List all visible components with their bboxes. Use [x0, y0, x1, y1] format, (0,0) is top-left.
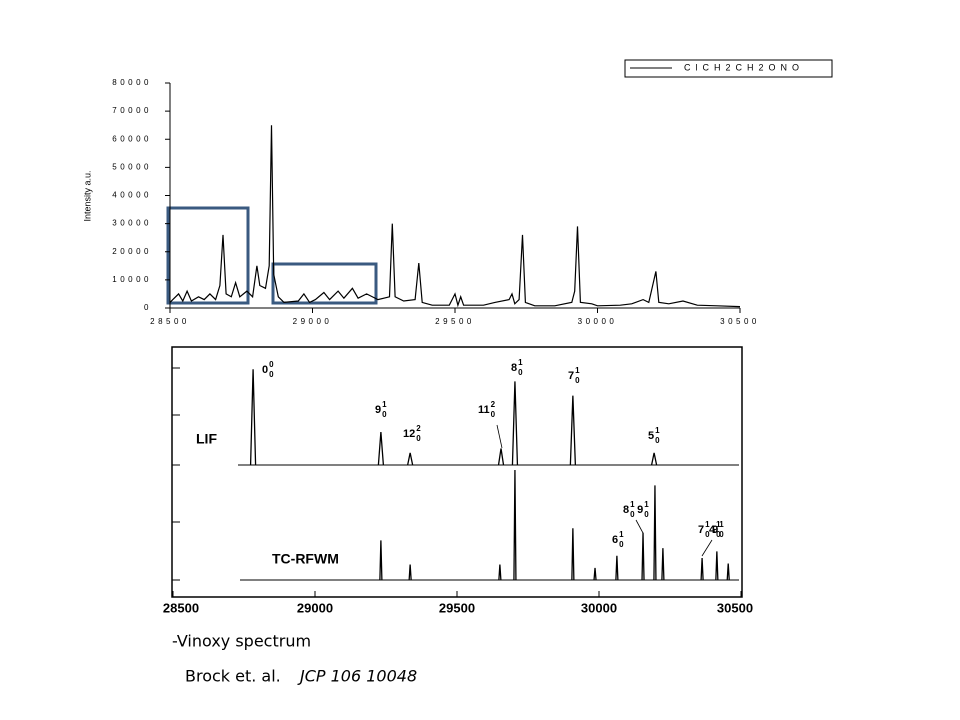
y-tick-label: 60000	[112, 134, 152, 143]
peak	[498, 564, 502, 581]
y-tick-label: 50000	[112, 162, 152, 171]
peak-label-sup: 2	[491, 400, 496, 409]
peak-label-sup: 1	[382, 400, 387, 409]
leader-line	[635, 519, 644, 534]
series-label: TC-RFWM	[272, 551, 339, 567]
peak-label: 12	[403, 428, 415, 440]
y-tick-label: 40000	[112, 191, 152, 200]
leader-line	[701, 539, 713, 557]
x-tick-label: 30500	[717, 600, 753, 615]
peak-label: 6	[612, 534, 618, 546]
peak-label-sub: 0	[491, 410, 496, 419]
peak	[653, 485, 657, 581]
peak-label-sup: 1	[630, 500, 635, 509]
frame-ticks	[172, 367, 180, 581]
peak-label-sub: 0	[619, 540, 624, 549]
peak-label-sub: 0	[644, 510, 649, 519]
highlight-box	[166, 206, 250, 305]
peak	[497, 448, 505, 466]
peak	[615, 555, 619, 581]
series-label: LIF	[196, 431, 217, 447]
peak	[650, 452, 658, 466]
x-tick-label: 30000	[581, 600, 617, 615]
peak	[661, 548, 665, 581]
peak	[593, 567, 597, 581]
peak	[511, 381, 519, 466]
peak-label-sup: 1	[719, 520, 724, 529]
peak-label-sub: 0	[416, 434, 421, 443]
x-tick-label: 28500	[150, 317, 190, 326]
x-tick-label: 29500	[435, 317, 475, 326]
peak	[408, 564, 412, 581]
peak	[726, 563, 730, 581]
peak-label: 5	[648, 430, 654, 442]
leader-line	[496, 424, 503, 449]
y-tick-label: 70000	[112, 106, 152, 115]
peak-label: 4	[709, 524, 716, 536]
peak-label-sup: 0	[269, 360, 274, 369]
x-tick-label: 29000	[297, 600, 333, 615]
spectrum-line	[169, 125, 741, 308]
peak-label: 9	[375, 404, 381, 416]
peak-label: 8	[511, 362, 517, 374]
x-tick-label: 28500	[163, 600, 199, 615]
y-tick-label: 80000	[112, 78, 152, 87]
x-tick-label: 30500	[720, 317, 760, 326]
peak-label-sup: 2	[416, 424, 421, 433]
peak-label-sub: 0	[575, 376, 580, 385]
legend-box	[624, 59, 833, 78]
y-tick-label: 20000	[112, 247, 152, 256]
peak-label-sub: 0	[719, 530, 724, 539]
peak	[377, 431, 385, 466]
peak-label-sup: 1	[575, 366, 580, 375]
y-tick-label: 10000	[112, 275, 152, 284]
peak-label: 11	[478, 404, 490, 416]
peak	[249, 369, 257, 466]
peak-label-sup: 1	[716, 520, 721, 529]
peak	[700, 557, 704, 581]
peak	[407, 452, 414, 466]
peak-label-sup: 1	[619, 530, 624, 539]
peak-label-sup: 1	[644, 500, 649, 509]
peak-label: 8	[623, 504, 629, 516]
peak-label-sup: 1	[655, 426, 660, 435]
peak-label-sub: 0	[705, 530, 710, 539]
peak-label: 7	[698, 524, 704, 536]
y-axis-label: Intensity a.u.	[82, 170, 92, 221]
peak	[571, 528, 575, 581]
peak-label-sup: 1	[518, 358, 523, 367]
x-tick-label: 30000	[578, 317, 618, 326]
peak	[569, 395, 577, 466]
peak-label: 9	[637, 504, 643, 516]
peak-label-sub: 0	[382, 410, 387, 419]
y-tick-label: 30000	[112, 219, 152, 228]
peak-label: 7	[568, 370, 574, 382]
caption-authors: Brock et. al.	[185, 667, 281, 686]
peak-label-sub: 0	[269, 370, 274, 379]
x-tick-label: 29000	[293, 317, 333, 326]
y-tick-label: 0	[144, 303, 152, 312]
peak-label-sub: 0	[518, 368, 523, 377]
peak	[715, 551, 719, 581]
highlight-box	[271, 262, 378, 305]
legend-label: ClCH2CH2ONO	[684, 62, 804, 72]
peak	[379, 540, 383, 581]
peak-label: 0	[262, 364, 268, 376]
peak-label-sub: 0	[630, 510, 635, 519]
peak	[513, 469, 517, 581]
peak-label: 9	[712, 524, 718, 536]
caption-title: -Vinoxy spectrum	[172, 632, 311, 651]
caption-citation: JCP 106 10048	[297, 667, 417, 686]
peak-label-sub: 0	[655, 436, 660, 445]
peak-label-sup: 1	[705, 520, 710, 529]
x-tick-label: 29500	[439, 600, 475, 615]
peak-label-sub: 0	[716, 530, 721, 539]
